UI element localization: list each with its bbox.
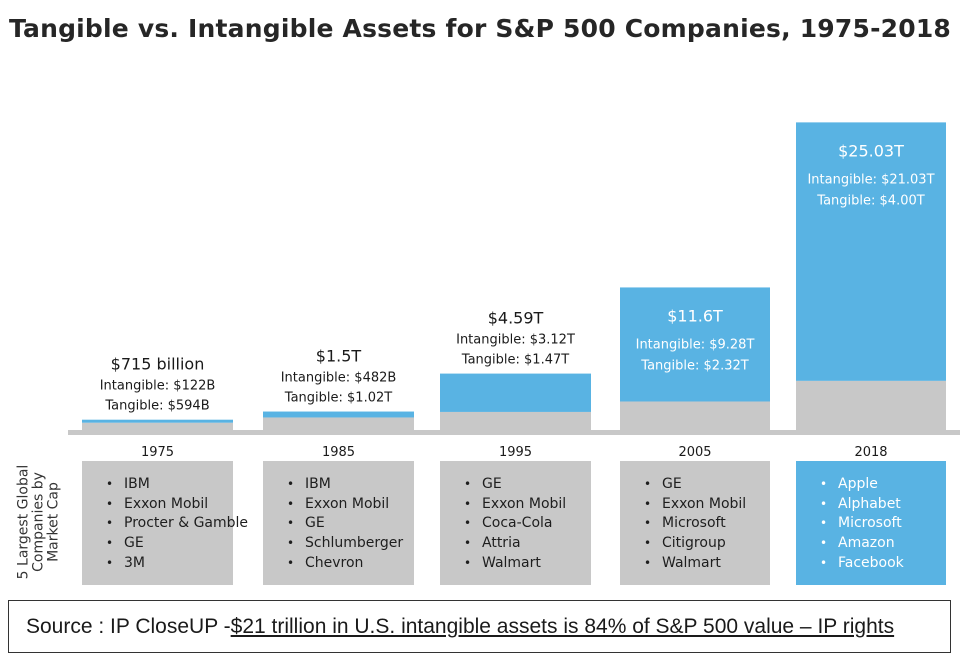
company-item: Chevron [287, 554, 414, 574]
x-tick-2005: 2005 [678, 445, 711, 460]
tangible-label-1975: Tangible: $594B [104, 399, 209, 414]
bar-intangible-2018 [796, 122, 946, 381]
companies-box-1975: IBMExxon MobilProcter & GambleGE3M [82, 461, 248, 585]
total-label-2005: $11.6T [667, 306, 723, 325]
company-item: GE [287, 514, 414, 534]
bar-tangible-1995 [440, 411, 591, 430]
tangible-label-1985: Tangible: $1.02T [284, 391, 392, 406]
company-item: Alphabet [820, 495, 946, 515]
companies-box-1985: IBMExxon MobilGESchlumbergerChevron [263, 461, 414, 585]
bar-tangible-2005 [620, 401, 770, 430]
companies-axis-label-area: 5 Largest Global Companies by Market Cap [4, 455, 74, 590]
bar-tangible-1985 [263, 417, 414, 430]
intangible-label-1985: Intangible: $482B [281, 371, 397, 386]
company-item: Exxon Mobil [287, 495, 414, 515]
intangible-label-2018: Intangible: $21.03T [807, 172, 934, 187]
company-item: Microsoft [644, 514, 770, 534]
x-axis-baseline [68, 430, 960, 435]
bar-intangible-1975 [82, 419, 233, 423]
company-item: Walmart [644, 554, 770, 574]
x-tick-1985: 1985 [322, 445, 355, 460]
tangible-label-2018: Tangible: $4.00T [816, 193, 924, 208]
company-item: Attria [464, 534, 591, 554]
company-item: 3M [106, 554, 233, 574]
total-label-1995: $4.59T [488, 309, 544, 328]
tangible-label-1995: Tangible: $1.47T [461, 353, 569, 368]
company-item: Coca-Cola [464, 514, 591, 534]
company-item: Citigroup [644, 534, 770, 554]
company-item: Walmart [464, 554, 591, 574]
chart-title: Tangible vs. Intangible Assets for S&P 5… [8, 14, 952, 43]
companies-list: GEExxon MobilMicrosoftCitigroupWalmart [644, 475, 770, 574]
company-item: Procter & Gamble [106, 514, 248, 534]
company-item: Schlumberger [287, 534, 414, 554]
companies-box-1995: GEExxon MobilCoca-ColaAttriaWalmart [440, 461, 591, 585]
company-item: GE [644, 475, 770, 495]
intangible-label-1975: Intangible: $122B [100, 379, 216, 394]
x-tick-1995: 1995 [499, 445, 532, 460]
bar-intangible-1985 [263, 411, 414, 418]
companies-list: AppleAlphabetMicrosoftAmazonFacebook [820, 475, 946, 574]
company-item: Facebook [820, 554, 946, 574]
stacked-bar-chart: $715 billion Intangible: $122B Tangible: $… [68, 122, 960, 460]
company-item: GE [106, 534, 233, 554]
source-link[interactable]: $21 trillion in U.S. intangible assets i… [230, 614, 895, 638]
intangible-label-2005: Intangible: $9.28T [636, 337, 755, 352]
company-item: Exxon Mobil [106, 495, 233, 515]
company-item: IBM [106, 475, 233, 495]
x-tick-1975: 1975 [141, 445, 174, 460]
bar-intangible-1995 [440, 373, 591, 412]
source-prefix: Source : IP CloseUP - [26, 614, 231, 638]
intangible-label-1995: Intangible: $3.12T [456, 333, 575, 348]
company-item: GE [464, 475, 591, 495]
company-item: Exxon Mobil [644, 495, 770, 515]
source-box: Source : IP CloseUP - $21 trillion in U.… [8, 600, 951, 653]
bar-tangible-1975 [82, 422, 233, 430]
bar-tangible-2018 [796, 380, 946, 430]
bar-intangible-2005 [620, 287, 770, 402]
company-item: Exxon Mobil [464, 495, 591, 515]
companies-box-2005: GEExxon MobilMicrosoftCitigroupWalmart [620, 461, 770, 585]
tangible-label-2005: Tangible: $2.32T [640, 358, 748, 373]
total-label-1985: $1.5T [316, 347, 362, 366]
companies-box-2018: AppleAlphabetMicrosoftAmazonFacebook [796, 461, 946, 585]
company-item: Apple [820, 475, 946, 495]
total-label-1975: $715 billion [111, 355, 205, 374]
company-item: Amazon [820, 534, 946, 554]
companies-list: IBMExxon MobilGESchlumbergerChevron [287, 475, 414, 574]
companies-list: GEExxon MobilCoca-ColaAttriaWalmart [464, 475, 591, 574]
companies-list: IBMExxon MobilProcter & GambleGE3M [106, 475, 248, 574]
companies-axis-label: 5 Largest Global Companies by Market Cap [15, 464, 62, 580]
total-label-2018: $25.03T [838, 141, 904, 160]
company-item: IBM [287, 475, 414, 495]
company-item: Microsoft [820, 514, 946, 534]
x-tick-2018: 2018 [854, 445, 887, 460]
